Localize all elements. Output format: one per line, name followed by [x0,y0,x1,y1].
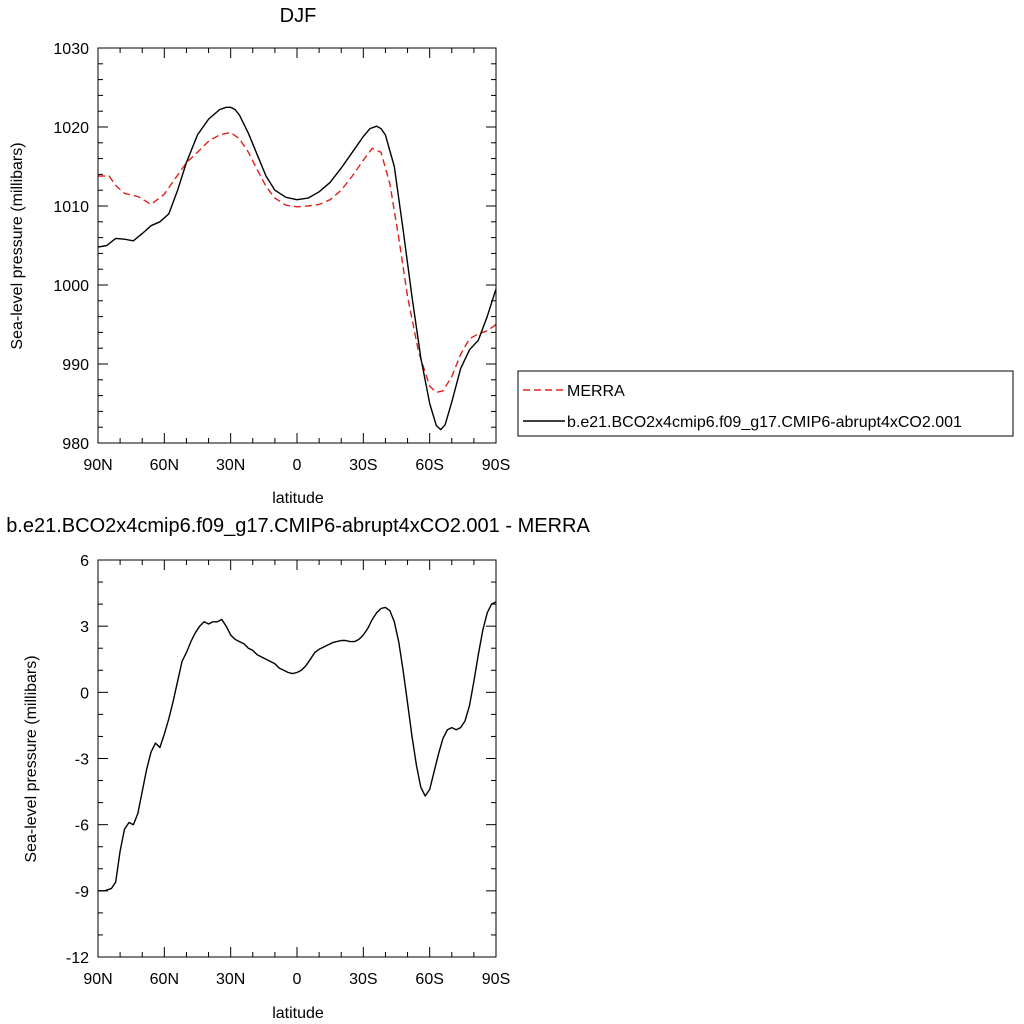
top-x-tick-label: 90N [83,457,112,474]
top-ticks: 90N 60N 30N 0 30S 60S 90S 980 990 1000 1010 1020 103… [53,41,510,474]
top-x-tick-label: 60N [150,457,179,474]
top-y-tick-label: 1030 [53,41,89,58]
bottom-y-tick-label: -9 [75,884,89,901]
bottom-x-tick-label: 90N [83,971,112,988]
legend-label-model: b.e21.BCO2x4cmip6.f09_g17.CMIP6-abrupt4x… [567,414,962,431]
bottom-y-tick-label: 0 [80,685,89,702]
top-x-tick-label: 60S [415,457,443,474]
bottom-x-tick-label: 60N [150,971,179,988]
top-y-tick-label: 980 [62,436,89,453]
top-chart-title: DJF [280,5,317,27]
top-x-axis-label: latitude [272,490,324,507]
top-x-tick-label: 30N [216,457,245,474]
bottom-x-axis-label: latitude [272,1005,324,1022]
top-panel: DJF Sea-level pressure (millibars) latit… [9,5,510,507]
top-x-tick-label: 30S [349,457,377,474]
bottom-x-tick-label: 30N [216,971,245,988]
bottom-x-tick-label: 30S [349,971,377,988]
top-x-tick-label: 0 [293,457,302,474]
bottom-y-tick-label: 6 [80,553,89,570]
top-y-axis-label: Sea-level pressure (millibars) [9,142,26,349]
bottom-panel: b.e21.BCO2x4cmip6.f09_g17.CMIP6-abrupt4x… [6,515,590,1022]
legend-label-merra: MERRA [567,383,625,400]
bottom-y-tick-label: 3 [80,619,89,636]
bottom-y-tick-label: -6 [75,818,89,835]
top-series-group [97,106,497,431]
bottom-x-tick-label: 60S [415,971,443,988]
top-y-tick-label: 1010 [53,199,89,216]
bottom-series-group [98,601,497,892]
top-y-tick-label: 1000 [53,278,89,295]
bottom-plot-frame [97,559,497,958]
bottom-series-line-difference [98,601,497,892]
top-series-line-merra [98,131,497,394]
legend-box [517,370,1014,437]
bottom-y-axis-label: Sea-level pressure (millibars) [23,655,40,862]
bottom-ticks: 90N 60N 30N 0 30S 60S 90S -12 -9 -6 -3 0 3 6 [66,553,510,988]
bottom-x-tick-label: 90S [482,971,510,988]
top-plot-frame [97,47,497,444]
bottom-x-tick-label: 0 [293,971,302,988]
bottom-y-tick-label: -12 [66,950,89,967]
top-series-line-model [97,106,497,431]
legend: MERRA b.e21.BCO2x4cmip6.f09_g17.CMIP6-ab… [517,370,1014,437]
top-y-tick-label: 990 [62,357,89,374]
top-y-tick-label: 1020 [53,120,89,137]
bottom-y-tick-label: -3 [75,752,89,769]
bottom-chart-title: b.e21.BCO2x4cmip6.f09_g17.CMIP6-abrupt4x… [6,515,590,537]
top-x-tick-label: 90S [482,457,510,474]
